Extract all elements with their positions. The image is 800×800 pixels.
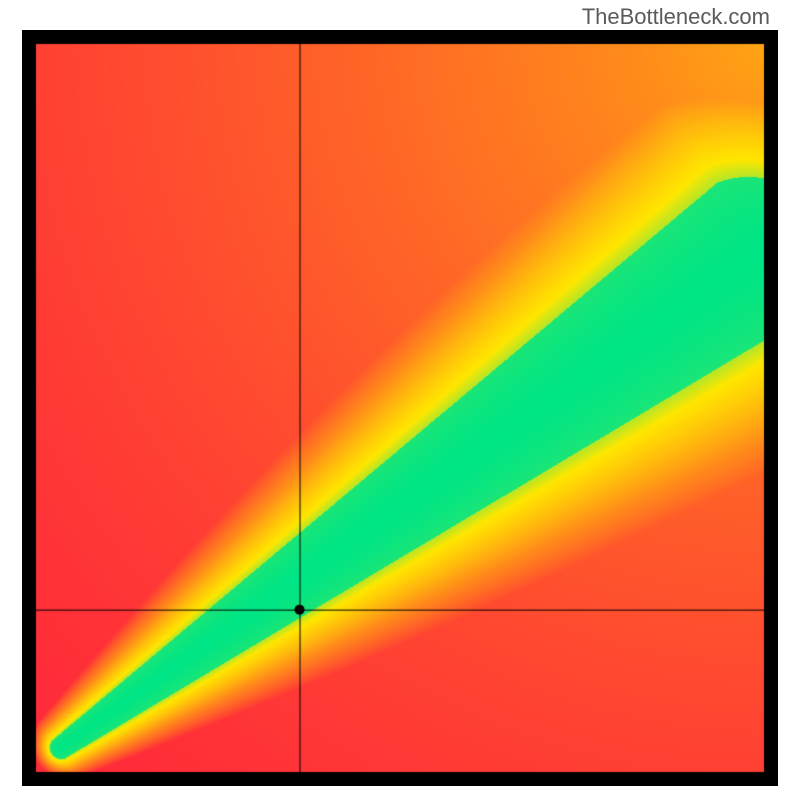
watermark-text: TheBottleneck.com	[582, 4, 770, 30]
heatmap-canvas	[22, 30, 778, 786]
bottleneck-heatmap	[22, 30, 778, 786]
